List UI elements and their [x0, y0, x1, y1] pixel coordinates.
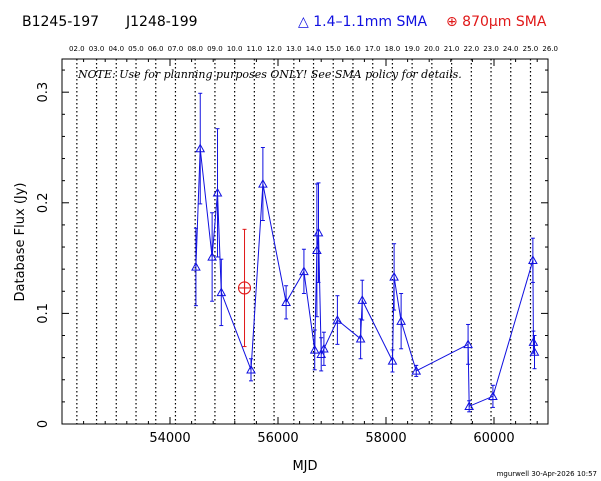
top-year-label-18: 20.0 [424, 45, 440, 53]
triangle-point [464, 401, 475, 411]
triangle-point [191, 261, 201, 271]
top-year-label-17: 19.0 [404, 45, 420, 53]
top-year-label-1: 03.0 [89, 45, 105, 53]
triangle-point [396, 316, 406, 325]
top-axis-labels: 02.0 03.0 04.0 05.0 06.0 07.0 08.0 09.0 10.0 11.0… [69, 45, 558, 53]
y-tick-label: 0.3 [36, 82, 51, 103]
top-year-label-3: 05.0 [128, 45, 144, 53]
triangle-point [463, 339, 473, 349]
triangle-point [207, 251, 217, 261]
top-year-label-9: 11.0 [247, 45, 263, 53]
triangle-point [246, 364, 256, 374]
triangle-point [319, 343, 329, 353]
triangle-point [357, 295, 368, 304]
data-markers [191, 143, 540, 411]
top-year-label-13: 15.0 [325, 45, 341, 53]
series-line-0 [195, 148, 535, 408]
top-year-label-19: 21.0 [444, 45, 460, 53]
triangle-point [488, 391, 498, 401]
triangle-point [313, 227, 324, 237]
y-tick-label: 0.2 [36, 192, 51, 213]
triangle-point [411, 365, 422, 375]
top-year-label-10: 12.0 [266, 45, 282, 53]
x-tick-label: 60000 [473, 431, 514, 446]
top-year-label-20: 22.0 [463, 45, 479, 53]
triangle-point [528, 337, 539, 346]
top-year-label-0: 02.0 [69, 45, 85, 53]
triangle-point [316, 349, 327, 359]
triangle-point [312, 245, 322, 255]
alt-source-name: J1248-199 [125, 14, 198, 30]
top-year-label-21: 23.0 [483, 45, 499, 53]
triangle-point [216, 287, 227, 297]
top-year-label-6: 08.0 [187, 45, 203, 53]
year-lines [76, 59, 532, 424]
top-year-label-12: 14.0 [306, 45, 322, 53]
triangle-point [528, 255, 538, 265]
triangle-point [389, 271, 399, 281]
top-year-label-14: 16.0 [345, 45, 361, 53]
top-year-label-8: 10.0 [227, 45, 243, 53]
y-tick-label: 0.1 [36, 303, 51, 324]
triangle-point [332, 315, 343, 324]
legend-high-band: ⊕ 870μm SMA [446, 14, 547, 30]
triangle-point [309, 344, 320, 354]
credit-line: mgurwell 30-Apr-2026 10:57 [497, 470, 597, 478]
y-tick-label: 0 [36, 420, 51, 428]
x-tick-label: 56000 [257, 431, 298, 446]
top-year-label-22: 24.0 [503, 45, 519, 53]
y-axis-ticks: 0 0.1 0.2 0.3 [36, 69, 548, 428]
triangle-point [258, 178, 268, 188]
triangle-point [355, 333, 366, 343]
error-bars [193, 92, 537, 413]
triangle-point [387, 355, 398, 365]
top-year-label-11: 13.0 [286, 45, 302, 53]
triangle-point [281, 297, 291, 307]
triangle-point [212, 187, 223, 197]
top-year-label-16: 18.0 [385, 45, 401, 53]
triangle-point [529, 347, 540, 356]
series-lines [195, 148, 535, 408]
triangle-point [299, 266, 309, 276]
x-axis-ticks: 54000 56000 58000 60000 [61, 59, 538, 446]
x-axis-label: MJD [292, 459, 317, 474]
top-year-label-23: 25.0 [523, 45, 539, 53]
top-year-label-2: 04.0 [108, 45, 124, 53]
top-year-label-7: 09.0 [207, 45, 223, 53]
source-name: B1245-197 [22, 14, 99, 30]
top-year-label-15: 17.0 [365, 45, 381, 53]
planning-note: NOTE: Use for planning purposes ONLY! Se… [77, 68, 462, 81]
circle-plus-point [237, 281, 252, 295]
x-tick-label: 54000 [149, 431, 190, 446]
top-year-label-24: 26.0 [542, 45, 558, 53]
top-year-label-4: 06.0 [148, 45, 164, 53]
legend-low-band: △ 1.4–1.1mm SMA [298, 14, 427, 30]
x-tick-label: 58000 [365, 431, 406, 446]
y-axis-label: Database Flux (Jy) [13, 183, 28, 302]
plot-frame [61, 58, 549, 425]
top-year-label-5: 07.0 [168, 45, 184, 53]
triangle-point [195, 143, 206, 153]
